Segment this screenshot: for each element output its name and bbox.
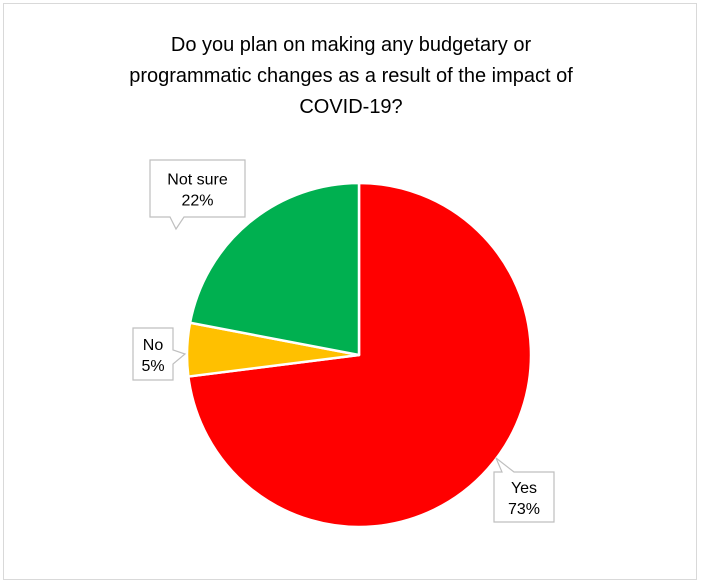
pie-slices [185, 181, 533, 529]
callout-box [132, 327, 187, 381]
chart-title: Do you plan on making any budgetary or p… [0, 30, 702, 123]
data-label-not-sure: Not sure 22% [149, 159, 246, 231]
data-label-category: Yes [511, 480, 537, 497]
data-label-value: 5% [141, 358, 164, 375]
chart-title-line-3: COVID-19? [299, 96, 403, 118]
callout-box [493, 457, 555, 523]
data-label-value: 22% [181, 193, 213, 210]
data-label-yes: Yes 73% [493, 457, 555, 523]
chart-title-line-1: Do you plan on making any budgetary or [170, 34, 532, 56]
pie-slice-not-sure [188, 181, 361, 357]
data-label-category: No [143, 337, 164, 354]
data-label-no: No 5% [132, 327, 187, 381]
chart-title-line-2: programmatic changes as a result of the … [129, 65, 573, 87]
data-labels: Yes 73% No 5% Not sure 22% [132, 159, 555, 523]
data-label-category: Not sure [167, 172, 228, 189]
callout-box [149, 159, 246, 231]
data-label-value: 73% [508, 501, 540, 518]
